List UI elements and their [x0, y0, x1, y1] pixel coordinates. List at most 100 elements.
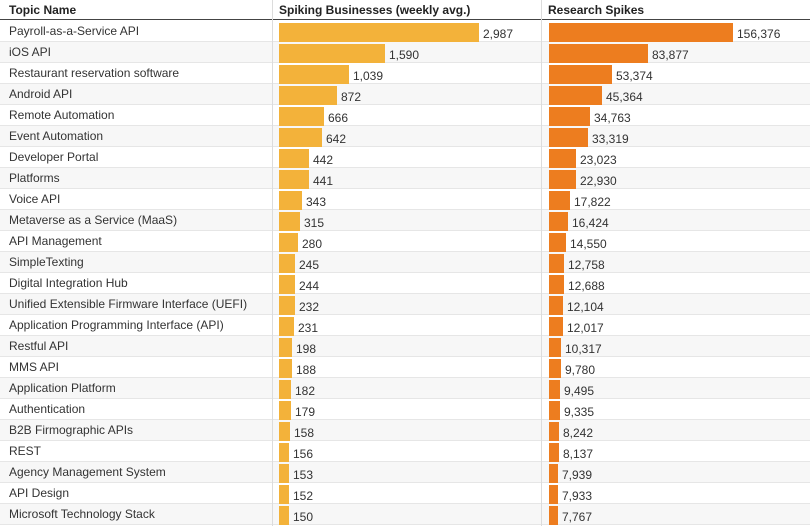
research-bar [549, 107, 590, 126]
research-bar [549, 359, 561, 378]
spiking-bar [279, 149, 309, 168]
spiking-bar [279, 317, 294, 336]
table-row[interactable]: Digital Integration Hub 244 12,688 [0, 273, 810, 294]
spiking-value-label: 666 [328, 111, 349, 125]
topic-name: Event Automation [9, 129, 104, 143]
table-row[interactable]: Microsoft Technology Stack 150 7,767 [0, 504, 810, 525]
research-value-label: 34,763 [594, 111, 631, 125]
table-row[interactable]: Metaverse as a Service (MaaS) 315 16,424 [0, 210, 810, 231]
research-bar [549, 380, 560, 399]
spiking-value-label: 315 [304, 216, 325, 230]
research-bar [549, 464, 558, 483]
research-value-label: 8,137 [563, 447, 594, 461]
table-row[interactable]: Voice API 343 17,822 [0, 189, 810, 210]
table-row[interactable]: Application Platform 182 9,495 [0, 378, 810, 399]
research-value-label: 8,242 [563, 426, 594, 440]
research-bar [549, 191, 570, 210]
spiking-value-label: 442 [313, 153, 334, 167]
table-row[interactable]: MMS API 188 9,780 [0, 357, 810, 378]
spiking-bar [279, 485, 289, 504]
spiking-value-label: 642 [326, 132, 347, 146]
research-bar [549, 275, 564, 294]
spiking-value-label: 188 [296, 363, 317, 377]
header-research-spikes[interactable]: Research Spikes [548, 3, 645, 17]
table-row[interactable]: iOS API 1,590 83,877 [0, 42, 810, 63]
table-row[interactable]: API Management 280 14,550 [0, 231, 810, 252]
table-row[interactable]: Authentication 179 9,335 [0, 399, 810, 420]
table-row[interactable]: Application Programming Interface (API) 2… [0, 315, 810, 336]
spiking-value-label: 441 [313, 174, 334, 188]
research-bar [549, 65, 612, 84]
research-bar [549, 23, 733, 42]
table-header: Topic Name Spiking Businesses (weekly av… [0, 0, 810, 20]
table-row[interactable]: SimpleTexting 245 12,758 [0, 252, 810, 273]
table-row[interactable]: REST 156 8,137 [0, 441, 810, 462]
spiking-value-label: 158 [294, 426, 315, 440]
spiking-bar [279, 254, 295, 273]
research-value-label: 9,495 [564, 384, 595, 398]
spiking-bar [279, 23, 479, 42]
spiking-value-label: 280 [302, 237, 323, 251]
table-row[interactable]: Agency Management System 153 7,939 [0, 462, 810, 483]
table-row[interactable]: Event Automation 642 33,319 [0, 126, 810, 147]
research-bar [549, 149, 576, 168]
spiking-value-label: 182 [295, 384, 316, 398]
research-bar [549, 443, 559, 462]
topic-name: Unified Extensible Firmware Interface (U… [9, 297, 248, 311]
research-value-label: 45,364 [606, 90, 643, 104]
topic-name: Developer Portal [9, 150, 99, 164]
table-row[interactable]: Remote Automation 666 34,763 [0, 105, 810, 126]
research-bar [549, 86, 602, 105]
topic-name: Platforms [9, 171, 60, 185]
research-value-label: 12,017 [567, 321, 604, 335]
research-value-label: 12,104 [567, 300, 604, 314]
research-bar [549, 44, 648, 63]
table-row[interactable]: Platforms 441 22,930 [0, 168, 810, 189]
table-row[interactable]: Payroll-as-a-Service API 2,987 156,376 [0, 21, 810, 42]
spiking-bar [279, 65, 349, 84]
topic-name: Voice API [9, 192, 61, 206]
spiking-bar [279, 233, 298, 252]
table-row[interactable]: API Design 152 7,933 [0, 483, 810, 504]
topic-name: Authentication [9, 402, 86, 416]
spiking-value-label: 872 [341, 90, 362, 104]
topic-name: MMS API [9, 360, 60, 374]
spiking-bar [279, 296, 295, 315]
research-bar [549, 233, 566, 252]
topic-name: Microsoft Technology Stack [9, 507, 155, 521]
spiking-value-label: 343 [306, 195, 327, 209]
table-row[interactable]: Android API 872 45,364 [0, 84, 810, 105]
table-row[interactable]: Developer Portal 442 23,023 [0, 147, 810, 168]
research-bar [549, 128, 588, 147]
research-bar [549, 170, 576, 189]
table-row[interactable]: B2B Firmographic APIs 158 8,242 [0, 420, 810, 441]
table-row[interactable]: Unified Extensible Firmware Interface (U… [0, 294, 810, 315]
research-value-label: 14,550 [570, 237, 607, 251]
column-divider [541, 0, 542, 526]
table-row[interactable]: Restful API 198 10,317 [0, 336, 810, 357]
spiking-bar [279, 191, 302, 210]
topic-name: Metaverse as a Service (MaaS) [9, 213, 178, 227]
research-value-label: 12,688 [568, 279, 605, 293]
spiking-value-label: 1,590 [389, 48, 420, 62]
header-spiking-businesses[interactable]: Spiking Businesses (weekly avg.) [279, 3, 471, 17]
research-value-label: 10,317 [565, 342, 602, 356]
spiking-value-label: 244 [299, 279, 320, 293]
research-bar [549, 422, 559, 441]
spiking-value-label: 156 [293, 447, 314, 461]
topic-name: REST [9, 444, 42, 458]
spiking-bar [279, 128, 322, 147]
spiking-bar [279, 170, 309, 189]
table-row[interactable]: Restaurant reservation software 1,039 53,3… [0, 63, 810, 84]
header-topic-name[interactable]: Topic Name [9, 3, 77, 17]
spiking-bar [279, 401, 291, 420]
topic-name: API Design [9, 486, 70, 500]
spiking-value-label: 232 [299, 300, 320, 314]
research-bar [549, 212, 568, 231]
topic-name: SimpleTexting [9, 255, 84, 269]
spiking-value-label: 153 [293, 468, 314, 482]
research-value-label: 12,758 [568, 258, 605, 272]
spiking-value-label: 150 [293, 510, 314, 524]
research-bar [549, 485, 558, 504]
topic-name: API Management [9, 234, 102, 248]
